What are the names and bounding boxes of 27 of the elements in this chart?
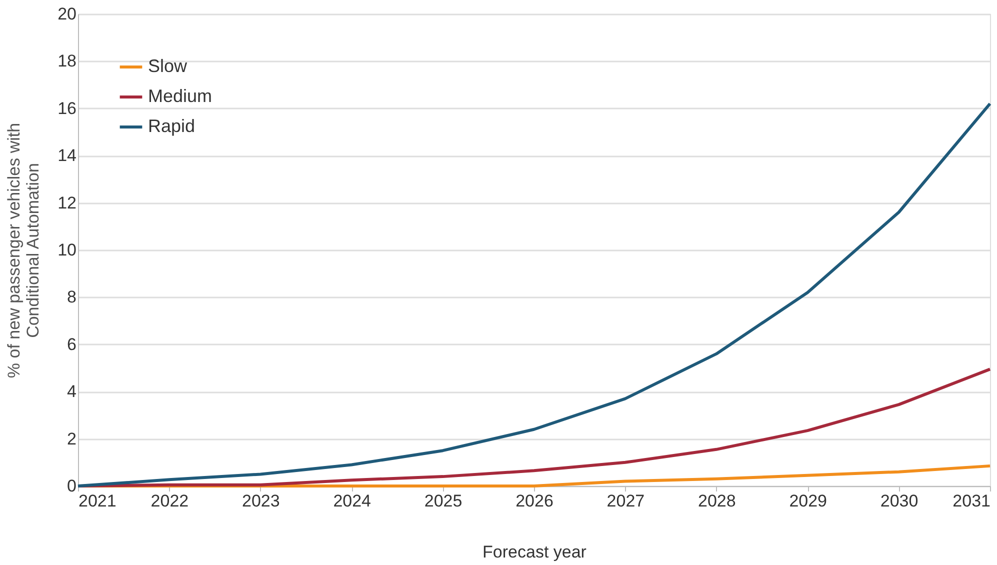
legend-label: Slow — [148, 56, 188, 76]
y-tick-label: 10 — [58, 240, 76, 260]
x-tick-label: 2031 — [952, 492, 990, 510]
y-axis-title: % of new passenger vehicles with Conditional Automation — [4, 122, 43, 378]
legend-label: Medium — [148, 86, 212, 106]
x-tick-label: 2021 — [78, 492, 116, 510]
y-tick-label: 12 — [58, 193, 76, 212]
x-tick-label: 2026 — [516, 492, 554, 510]
x-tick-label: 2030 — [880, 492, 918, 510]
x-tick-label: 2022 — [150, 492, 189, 510]
y-tick-label: 20 — [58, 4, 76, 24]
x-tick-label: 2029 — [789, 492, 828, 510]
y-tick-label: 14 — [58, 146, 76, 166]
x-tick-label: 2028 — [698, 492, 736, 510]
y-tick-label: 18 — [58, 52, 76, 71]
y-tick-label: 8 — [67, 288, 76, 307]
legend-label: Rapid — [148, 116, 196, 136]
y-tick-label: 4 — [67, 382, 76, 402]
x-axis-title: Forecast year — [482, 542, 587, 562]
x-tick-label: 2023 — [242, 492, 280, 510]
y-tick-label: 0 — [67, 476, 76, 496]
y-tick-label: 6 — [67, 334, 76, 354]
y-tick-label: 16 — [58, 98, 76, 118]
x-tick-label: 2025 — [424, 492, 462, 510]
y-tick-label: 2 — [67, 429, 76, 448]
x-tick-label: 2027 — [606, 492, 645, 510]
x-tick-label: 2024 — [333, 492, 372, 510]
